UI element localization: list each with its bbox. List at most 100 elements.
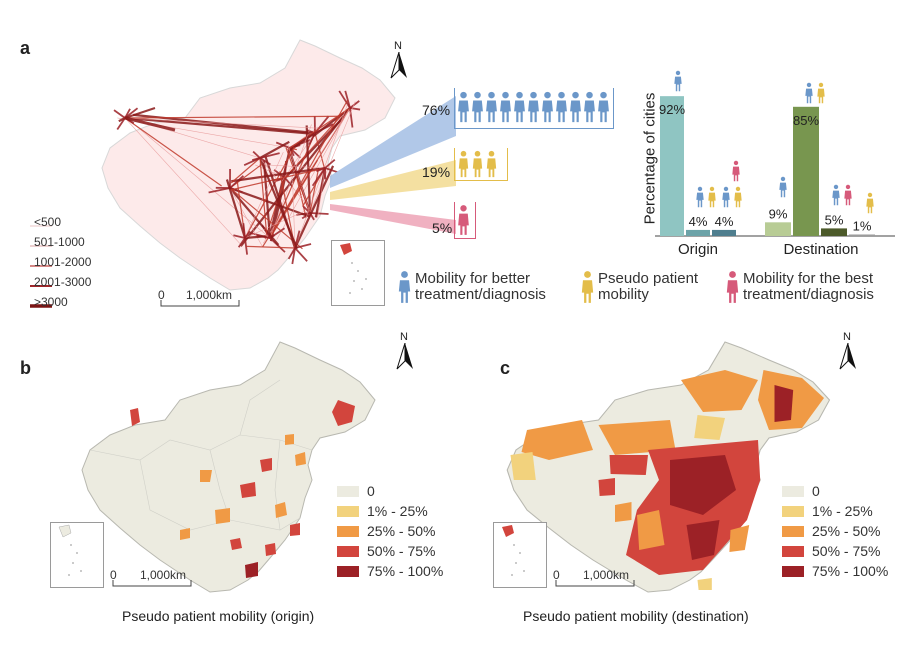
flow-line <box>349 107 354 128</box>
legend-swatch <box>782 566 804 577</box>
bar <box>821 228 847 236</box>
person-icon <box>674 70 682 92</box>
north-arrow-icon <box>396 343 413 370</box>
share-funnels <box>330 96 456 234</box>
flow-line <box>229 186 311 218</box>
flow-line <box>302 205 311 214</box>
legend-swatch <box>782 526 804 537</box>
category-label: Origin <box>678 241 718 258</box>
bar <box>765 222 791 236</box>
person-icon <box>805 82 813 104</box>
bar-value-label: 4% <box>689 214 708 229</box>
bar-value-label: 92% <box>659 102 685 117</box>
scale-zero-c: 0 <box>553 568 560 582</box>
legend-label: 0 <box>812 483 820 499</box>
panel-c-letter: c <box>500 358 511 378</box>
flow-line <box>311 167 326 187</box>
flow-line <box>349 100 360 109</box>
flow-line <box>124 117 242 246</box>
person-icon <box>458 205 469 235</box>
person-icon <box>696 186 704 208</box>
legend-label: 75% - 100% <box>812 563 889 579</box>
flow-line <box>259 152 280 159</box>
flow-line <box>309 212 329 215</box>
person-icon <box>486 91 497 123</box>
flow-line <box>116 117 126 130</box>
flow-line <box>124 116 176 132</box>
person-icon-row <box>457 90 610 124</box>
legend-type-label: Pseudo patient mobility <box>598 270 699 303</box>
flow-line <box>233 234 246 239</box>
flow-line <box>259 140 290 159</box>
flow-legend-line <box>30 225 52 227</box>
legend-label: 1% - 25% <box>812 503 873 519</box>
legend-swatch <box>337 546 359 557</box>
flow-line <box>269 124 312 239</box>
flow-legend-line <box>30 285 52 287</box>
flow-line <box>291 247 296 265</box>
legend-label: 75% - 100% <box>367 563 444 579</box>
flow-line <box>124 116 310 135</box>
panel-a-letter: a <box>20 38 31 58</box>
person-icon-row <box>457 204 470 236</box>
share-percent: 19% <box>422 164 451 180</box>
flow-line <box>123 115 271 239</box>
legend-swatch <box>337 526 359 537</box>
flow-line <box>294 247 308 262</box>
inset-islands <box>340 243 367 294</box>
legend-label: 1% - 25% <box>367 503 428 519</box>
flow-line <box>258 157 299 250</box>
flow-line <box>259 157 271 166</box>
flow-line <box>231 166 326 183</box>
flow-line <box>242 223 246 239</box>
flow-line <box>259 157 277 178</box>
person-icon <box>734 186 742 208</box>
legend-type-label: Mobility for better treatment/diagnosis <box>415 270 546 303</box>
flow-legend-label: 1001-2000 <box>34 255 92 269</box>
person-icon <box>779 176 787 198</box>
flow-line <box>262 160 272 239</box>
legend-person-icon <box>581 271 594 303</box>
share-percent: 76% <box>422 102 451 118</box>
legend-label: 25% - 50% <box>367 523 436 539</box>
legend-swatch <box>337 566 359 577</box>
scale-zero-a: 0 <box>158 288 165 302</box>
person-icon <box>556 91 567 123</box>
caption-destination: Pseudo patient mobility (destination) <box>523 608 749 624</box>
origin-highlight-regions <box>130 400 355 578</box>
scale-bar-b <box>112 580 192 587</box>
flow-line <box>287 247 296 260</box>
flow-line <box>285 147 311 214</box>
flow-line <box>309 101 356 214</box>
bar-chart: 92% 4% 4% Origin 9% 85% 5% 1% Destination <box>655 70 895 258</box>
person-icon <box>472 91 483 123</box>
flow-line <box>284 177 293 187</box>
bar-value-label: 9% <box>769 206 788 221</box>
person-icon <box>598 91 609 123</box>
scale-bar-c <box>555 580 635 587</box>
north-label-b: N <box>400 331 408 343</box>
flow-line <box>124 107 156 119</box>
flow-line <box>338 90 351 109</box>
legend-label: 50% - 75% <box>367 543 436 559</box>
share-bracket <box>454 148 508 181</box>
flow-line <box>243 157 261 166</box>
flow-line <box>124 117 222 187</box>
flow-line <box>309 167 320 214</box>
flow-legend-label: 501-1000 <box>34 235 85 249</box>
legend-person-icon <box>398 271 411 303</box>
bar-chart-ylabel: Percentage of cities <box>641 92 659 225</box>
legend-swatch <box>337 506 359 517</box>
person-icon-row <box>457 150 498 178</box>
person-icon <box>844 184 852 206</box>
person-icon <box>458 150 469 178</box>
flow-line <box>246 245 296 249</box>
flow-line <box>237 237 246 248</box>
legend-label: 50% - 75% <box>812 543 881 559</box>
flow-line <box>244 210 306 239</box>
panel-b-letter: b <box>20 358 31 378</box>
south-sea-inset <box>493 522 547 588</box>
category-label: Destination <box>783 241 858 258</box>
flow-line <box>124 117 318 129</box>
